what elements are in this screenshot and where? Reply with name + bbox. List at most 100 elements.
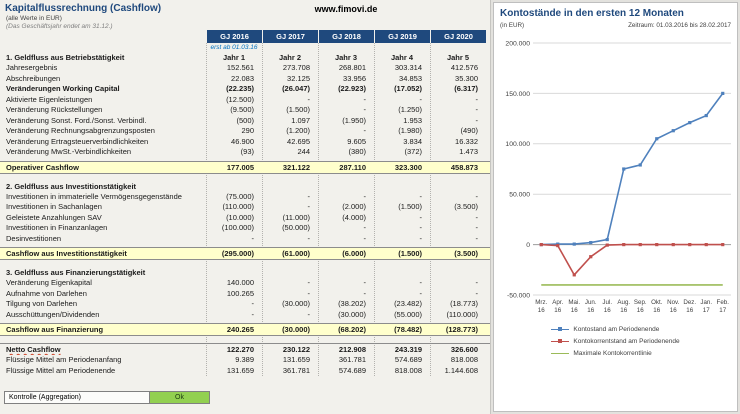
cell-value[interactable]: 34.853 xyxy=(399,73,422,83)
cell-value[interactable]: (30.000) xyxy=(282,325,310,334)
cell-value[interactable]: 1.473 xyxy=(459,147,478,156)
cell-value[interactable]: (75.000) xyxy=(226,191,254,201)
cell-value[interactable]: (9.500) xyxy=(230,105,254,114)
cell-value[interactable]: - xyxy=(363,94,367,104)
cell-value[interactable]: (55.000) xyxy=(394,309,422,319)
cell-value[interactable]: (30.000) xyxy=(338,309,366,319)
cell-value[interactable]: (128.773) xyxy=(445,325,478,334)
cell-value[interactable]: Jahr 1 xyxy=(222,53,246,62)
row-label[interactable]: Cashflow aus Finanzierung xyxy=(6,325,104,334)
cell-value[interactable] xyxy=(318,181,374,192)
cell-value[interactable]: - xyxy=(363,126,367,135)
cell-value[interactable]: (100.000) xyxy=(221,223,254,232)
cell-value[interactable]: - xyxy=(307,191,311,201)
row-label[interactable]: Flüssige Mittel am Periodenanfang xyxy=(6,355,122,364)
cell-value[interactable]: 273.708 xyxy=(282,63,310,72)
cell-value[interactable]: 1.097 xyxy=(291,115,310,125)
row-label[interactable]: Investitionen in Sachanlagen xyxy=(6,202,102,211)
cell-value[interactable] xyxy=(430,181,486,192)
cell-value[interactable]: 1.953 xyxy=(403,115,422,125)
cell-value[interactable]: 3.834 xyxy=(403,136,422,146)
cell-value[interactable]: - xyxy=(475,115,479,125)
cell-value[interactable]: 574.689 xyxy=(338,365,366,375)
cell-value[interactable] xyxy=(374,43,430,52)
row-label[interactable]: Veränderung MwSt.-Verbindlichkeiten xyxy=(6,147,132,156)
row-label[interactable]: Investitionen in immaterielle Vermögensg… xyxy=(6,191,182,201)
cell-value[interactable]: 361.781 xyxy=(282,365,310,375)
cell-value[interactable]: 46.900 xyxy=(231,136,254,146)
cell-value[interactable]: - xyxy=(363,191,367,201)
row-label[interactable]: Veränderung Sonst. Ford./Sonst. Verbindl… xyxy=(6,115,147,125)
cell-value[interactable]: (490) xyxy=(460,126,478,135)
cell-value[interactable]: 230.122 xyxy=(282,345,310,354)
cell-value[interactable]: (2.000) xyxy=(342,202,366,211)
cell-value[interactable]: - xyxy=(363,105,367,114)
cell-value[interactable]: (10.000) xyxy=(226,212,254,222)
cell-value[interactable]: (26.047) xyxy=(282,84,310,93)
col-header-gj2019[interactable]: GJ 2019 xyxy=(374,30,430,43)
cell-value[interactable]: 177.005 xyxy=(226,162,254,172)
cell-value[interactable]: - xyxy=(363,233,367,243)
cell-value[interactable]: (6.317) xyxy=(454,84,478,93)
cell-value[interactable]: Jahr 5 xyxy=(446,53,470,62)
col-header-gj2016[interactable]: GJ 2016 xyxy=(206,30,262,43)
cell-value[interactable]: (93) xyxy=(240,147,254,156)
cell-value[interactable]: 140.000 xyxy=(226,278,254,287)
cell-value[interactable]: - xyxy=(475,223,479,232)
cell-value[interactable]: 131.659 xyxy=(282,355,310,364)
control-status[interactable]: Ok xyxy=(150,391,210,404)
row-label[interactable]: Flüssige Mittel am Periodenende xyxy=(6,365,116,375)
cell-value[interactable]: - xyxy=(251,299,255,308)
cell-value[interactable]: - xyxy=(475,94,479,104)
row-label[interactable]: Aktivierte Eigenleistungen xyxy=(6,94,93,104)
cell-value[interactable]: 100.265 xyxy=(226,288,254,298)
cell-value[interactable]: (38.202) xyxy=(338,299,366,308)
row-label[interactable]: Veränderung Eigenkapital xyxy=(6,278,92,287)
col-header-gj2020[interactable]: GJ 2020 xyxy=(430,30,486,43)
cell-value[interactable]: - xyxy=(251,309,255,319)
cell-value[interactable]: (18.773) xyxy=(450,299,478,308)
row-label[interactable]: Aufnahme von Darlehen xyxy=(6,288,87,298)
row-label[interactable]: Veränderungen Working Capital xyxy=(6,84,120,93)
row-label[interactable]: Tilgung von Darlehen xyxy=(6,299,78,308)
row-label[interactable]: Veränderung Ertragsteuerverbindlichkeite… xyxy=(6,136,149,146)
cell-value[interactable]: 243.319 xyxy=(394,345,422,354)
cell-value[interactable]: 326.600 xyxy=(450,345,478,354)
row-label[interactable]: Netto Cashflow xyxy=(6,345,61,354)
cell-value[interactable]: - xyxy=(475,278,479,287)
cell-value[interactable] xyxy=(262,267,318,278)
cell-value[interactable]: (1.980) xyxy=(398,126,422,135)
cell-value[interactable] xyxy=(430,43,486,52)
cell-value[interactable]: 9.605 xyxy=(347,136,366,146)
cell-value[interactable]: - xyxy=(475,105,479,114)
cell-value[interactable] xyxy=(374,267,430,278)
cell-value[interactable]: 152.561 xyxy=(226,63,254,72)
cell-value[interactable]: Jahr 4 xyxy=(390,53,414,62)
cell-value[interactable]: 32.125 xyxy=(287,73,310,83)
cell-value[interactable]: - xyxy=(475,191,479,201)
cell-value[interactable]: 131.659 xyxy=(226,365,254,375)
cell-value[interactable]: 16.332 xyxy=(455,136,478,146)
cell-value[interactable] xyxy=(206,181,262,192)
cell-value[interactable]: (3.500) xyxy=(454,249,478,258)
cell-value[interactable]: 212.908 xyxy=(338,345,366,354)
col-header-gj2018[interactable]: GJ 2018 xyxy=(318,30,374,43)
cell-value[interactable]: (1.950) xyxy=(342,115,366,125)
cell-value[interactable]: - xyxy=(475,233,479,243)
cell-value[interactable]: (68.202) xyxy=(338,325,366,334)
cell-value[interactable]: 22.083 xyxy=(231,73,254,83)
cell-value[interactable] xyxy=(374,181,430,192)
cell-value[interactable]: (1.500) xyxy=(398,249,422,258)
cell-value[interactable]: 9.389 xyxy=(235,355,254,364)
cell-value[interactable]: - xyxy=(475,212,479,222)
cell-value[interactable]: - xyxy=(363,223,367,232)
cell-value[interactable]: (500) xyxy=(236,115,254,125)
control-label[interactable]: Kontrolle (Aggregation) xyxy=(4,391,150,404)
cell-value[interactable]: - xyxy=(251,233,255,243)
cell-value[interactable]: (22.235) xyxy=(226,84,254,93)
cell-value[interactable]: (1.500) xyxy=(398,202,422,211)
cell-value[interactable]: (110.000) xyxy=(222,202,254,211)
cell-value[interactable]: 321.122 xyxy=(282,162,310,172)
cell-value[interactable]: (1.200) xyxy=(286,126,310,135)
cell-value[interactable]: (4.000) xyxy=(342,212,366,222)
